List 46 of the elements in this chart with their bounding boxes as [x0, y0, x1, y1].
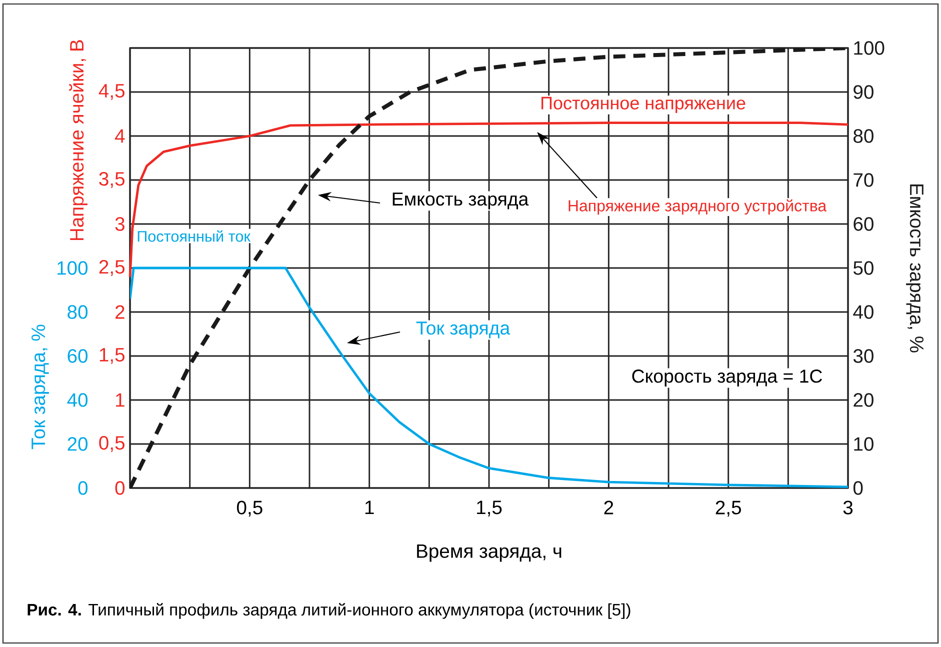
x-axis-title: Время заряда, ч [417, 544, 562, 562]
y-tick-label: 0,5 [99, 436, 124, 452]
y2-tick-label: 10 [854, 437, 874, 451]
y2-tick-label: 70 [854, 173, 874, 187]
y2-tick-label: 30 [853, 349, 874, 363]
x-tick-label: 1,5 [477, 500, 502, 516]
y-tick-label: 2 [116, 305, 124, 319]
annotation: Постоянное напряжение [541, 96, 746, 114]
annotation: Емкость заряда [392, 192, 529, 210]
y3-tick-label: 100 [58, 261, 88, 275]
y-axis-title: Напряжение ячейки, В [69, 40, 88, 240]
line-series [130, 48, 848, 488]
y2-axis-title: Емкость заряда, % [906, 184, 924, 352]
x-tick-label: 1 [365, 500, 374, 514]
y-tick-label: 1 [116, 393, 124, 407]
line-series [130, 266, 848, 488]
y-tick-label: 4,5 [98, 84, 124, 100]
y2-tick-label: 100 [854, 41, 884, 55]
annotation: Ток заряда [416, 322, 510, 338]
x-tick-label: 2,5 [716, 500, 741, 517]
y-tick-label: 2,5 [99, 260, 124, 276]
x-tick-label: 0,5 [236, 500, 262, 517]
annotation: Напряжение зарядного устройства [568, 199, 827, 215]
y3-axis-title: Ток заряда, % [32, 324, 49, 450]
y3-tick-label: 60 [68, 349, 88, 363]
y2-tick-label: 0 [853, 481, 863, 495]
y2-tick-label: 90 [854, 85, 874, 99]
y3-tick-label: 20 [68, 437, 88, 451]
y2-tick-label: 20 [854, 393, 874, 407]
y-tick-label: 1,5 [100, 348, 124, 364]
y3-tick-label: 80 [68, 305, 88, 319]
x-tick-label: 3 [843, 500, 853, 514]
annotation: Скорость заряда = 1C [632, 370, 822, 386]
x-tick-label: 2 [604, 500, 614, 514]
y3-tick-label: 40 [67, 393, 88, 407]
y2-tick-label: 40 [853, 305, 874, 319]
y-tick-label: 3,5 [99, 172, 124, 188]
y2-tick-label: 60 [854, 217, 874, 231]
y2-tick-label: 80 [854, 129, 874, 143]
y-tick-label: 0 [115, 481, 125, 495]
y2-tick-label: 50 [853, 261, 874, 275]
text: Рис. 4. Типичный профиль заряда литий-ионного аккумулятора (источник [5]) [28, 603, 630, 619]
y3-tick-label: 0 [78, 481, 88, 495]
annotation: Постоянный ток [138, 230, 250, 242]
y-tick-label: 4 [114, 129, 125, 143]
y-tick-label: 3 [115, 217, 124, 231]
